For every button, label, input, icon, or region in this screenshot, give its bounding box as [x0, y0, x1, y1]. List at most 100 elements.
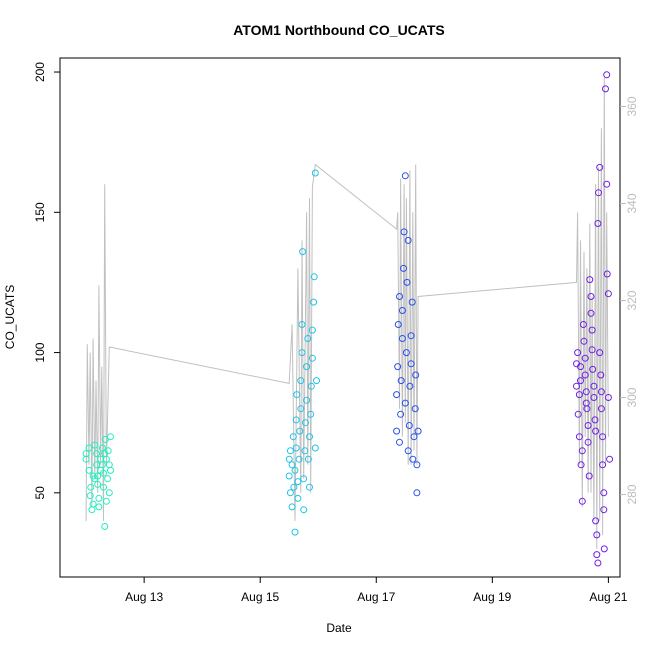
points-layer — [82, 71, 614, 567]
data-point — [579, 321, 587, 328]
data-point — [304, 455, 312, 463]
data-point — [394, 363, 402, 371]
data-point — [405, 422, 413, 429]
data-point — [100, 483, 107, 491]
data-point — [408, 298, 416, 306]
data-point — [288, 503, 296, 511]
data-point — [293, 391, 301, 399]
data-point — [586, 276, 594, 284]
data-point — [88, 506, 96, 514]
y2-tick-label: 300 — [625, 387, 639, 407]
data-point — [591, 416, 599, 424]
data-point — [403, 278, 411, 286]
data-point — [303, 363, 311, 371]
data-point — [587, 309, 595, 317]
data-point — [300, 506, 308, 514]
data-point — [295, 455, 303, 463]
y2-tick-label: 320 — [625, 290, 639, 310]
data-point — [413, 461, 421, 469]
y-tick-label: 100 — [33, 342, 47, 362]
data-point — [85, 466, 93, 474]
data-point — [578, 497, 586, 505]
data-point — [294, 478, 302, 486]
plot-frame — [59, 57, 621, 578]
x-axis-label: Date — [326, 621, 352, 635]
data-point — [105, 489, 113, 497]
data-point — [104, 447, 112, 455]
data-point — [573, 382, 580, 390]
data-point — [404, 236, 412, 244]
data-point — [394, 321, 402, 328]
data-point — [597, 371, 605, 379]
data-point — [101, 436, 109, 443]
data-point — [600, 545, 608, 553]
y2-tick-label: 340 — [625, 193, 639, 213]
chart-title: ATOM1 Northbound CO_UCATS — [233, 22, 445, 38]
data-point — [288, 461, 296, 469]
data-point — [602, 85, 609, 93]
data-point — [592, 427, 600, 435]
data-point — [107, 466, 114, 474]
x-tick-label: Aug 19 — [473, 590, 511, 604]
data-point — [596, 163, 604, 171]
data-point — [299, 248, 307, 256]
data-point — [307, 382, 315, 390]
data-point — [102, 455, 110, 463]
x-axis: Aug 13 Aug 15 Aug 17 Aug 19 Aug 21 — [125, 577, 628, 604]
data-point — [289, 433, 297, 441]
data-point — [584, 422, 592, 429]
y-tick-label: 50 — [33, 486, 47, 500]
data-point — [604, 290, 612, 298]
data-point — [301, 447, 309, 455]
data-point — [599, 433, 607, 441]
data-point — [413, 489, 421, 497]
data-point — [107, 433, 114, 441]
data-point — [574, 349, 582, 357]
data-point — [310, 273, 318, 281]
data-point — [400, 264, 407, 272]
data-point — [303, 396, 311, 404]
data-point — [603, 180, 611, 188]
data-point — [302, 419, 309, 427]
data-point — [308, 354, 316, 362]
data-point — [286, 489, 294, 497]
data-point — [300, 475, 308, 483]
data-point — [292, 444, 300, 452]
x-tick-label: Aug 21 — [589, 590, 627, 604]
data-point — [412, 371, 420, 379]
x-tick-label: Aug 13 — [125, 590, 163, 604]
data-point — [401, 172, 409, 180]
data-point — [600, 489, 608, 497]
data-point — [85, 444, 93, 452]
data-point — [580, 337, 588, 345]
data-point — [603, 71, 611, 79]
x-tick-label: Aug 15 — [241, 590, 279, 604]
data-point — [311, 444, 319, 452]
data-point — [593, 551, 601, 559]
data-point — [581, 371, 589, 379]
data-point — [294, 494, 302, 502]
data-point — [285, 455, 293, 463]
data-point — [590, 382, 598, 390]
data-point — [291, 466, 299, 474]
data-point — [582, 388, 590, 396]
data-point — [599, 461, 607, 469]
data-point — [104, 475, 112, 483]
data-point — [597, 405, 605, 413]
data-point — [604, 394, 612, 401]
data-point — [306, 433, 313, 441]
data-point — [291, 528, 299, 536]
data-point — [105, 461, 113, 469]
data-point — [600, 506, 608, 514]
y2-tick-label: 360 — [625, 96, 639, 116]
data-point — [577, 461, 585, 469]
data-point — [578, 447, 586, 455]
data-point — [577, 363, 584, 371]
data-point — [581, 354, 589, 362]
y-tick-label: 150 — [33, 202, 47, 222]
y-tick-label: 200 — [33, 62, 47, 82]
data-point — [93, 450, 101, 458]
data-point — [290, 483, 298, 491]
data-point — [100, 469, 107, 477]
